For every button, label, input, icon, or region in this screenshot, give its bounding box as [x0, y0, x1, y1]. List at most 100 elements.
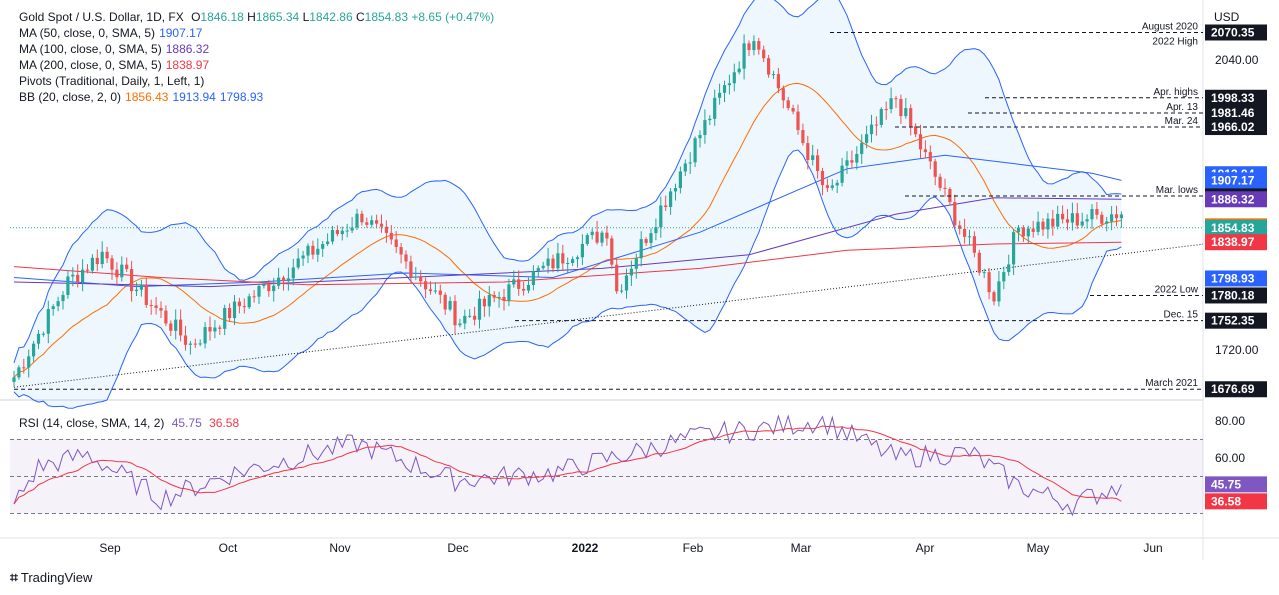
candle-body — [757, 41, 761, 50]
high-value: 1865.34 — [255, 10, 300, 24]
rsi-legend[interactable]: RSI (14, close, SMA, 14, 2) 45.75 36.58 — [19, 416, 239, 430]
candle — [1110, 206, 1114, 231]
candle-body — [316, 248, 320, 255]
open-label: O — [191, 10, 201, 24]
candle-body — [1119, 214, 1123, 219]
open-value: 1846.18 — [200, 10, 244, 24]
candle-body — [972, 236, 976, 253]
close-value: 1854.83 — [364, 10, 409, 24]
candle — [1046, 213, 1050, 239]
candle — [71, 267, 75, 287]
candle — [830, 179, 834, 191]
candle — [698, 130, 702, 148]
candle — [639, 231, 643, 267]
candle — [683, 159, 687, 177]
candle-body — [81, 269, 85, 283]
tradingview-logo-icon: ⌗ — [10, 569, 18, 585]
candle — [762, 45, 766, 63]
candle — [169, 320, 173, 337]
candle-body — [796, 111, 800, 131]
bollinger-basis-line — [13, 82, 1122, 378]
candle-body — [541, 265, 545, 269]
time-tick-label: Sep — [99, 541, 121, 555]
candle — [727, 74, 731, 95]
indicator-ma200[interactable]: MA (200, close, 0, SMA, 5) 1838.97 — [19, 57, 494, 73]
indicator-ma50[interactable]: MA (50, close, 0, SMA, 5) 1907.17 — [19, 25, 494, 41]
candle-body — [634, 258, 638, 269]
candle — [713, 89, 717, 126]
candle — [497, 291, 501, 308]
candle — [242, 298, 246, 314]
candle — [257, 284, 261, 305]
candle — [1007, 254, 1011, 276]
candle — [232, 295, 237, 326]
level-tag-box — [1205, 287, 1267, 304]
level-label: Mar. lows — [1156, 185, 1198, 196]
candle — [1085, 214, 1089, 229]
candle-body — [428, 289, 433, 292]
candle — [904, 97, 908, 119]
candle — [1051, 209, 1055, 236]
candle-body — [144, 284, 148, 305]
candle — [61, 291, 65, 310]
candle — [335, 225, 339, 237]
candle-body — [806, 143, 810, 160]
candle — [360, 210, 364, 226]
candle — [610, 235, 614, 269]
candle-body — [193, 343, 197, 345]
candle — [933, 158, 937, 186]
candle-body — [526, 285, 531, 291]
candle-body — [208, 327, 212, 332]
candle-body — [115, 269, 119, 278]
candle — [1065, 209, 1070, 231]
candle-body — [742, 43, 746, 69]
candle-body — [507, 284, 511, 301]
candle-body — [1041, 221, 1045, 230]
rsi-ma-value: 36.58 — [209, 416, 240, 430]
indicator-pivots[interactable]: Pivots (Traditional, Daily, 1, Left, 1) — [19, 73, 494, 89]
candle-body — [183, 335, 188, 345]
candle — [517, 270, 521, 296]
candle-body — [277, 277, 281, 286]
time-tick-label: Oct — [219, 541, 238, 555]
candle-body — [438, 290, 442, 295]
candle — [487, 285, 491, 317]
candle-body — [629, 268, 633, 276]
candle-body — [923, 149, 927, 153]
indicator-bb[interactable]: BB (20, close, 2, 0) 1856.43 1913.94 1798.9… — [19, 89, 494, 105]
candle-body — [424, 281, 428, 290]
axis-currency-label: USD — [1214, 10, 1240, 24]
candle-body — [286, 278, 290, 282]
candle — [771, 70, 776, 79]
candle-body — [105, 251, 109, 259]
candle-body — [693, 138, 697, 163]
candle-body — [1061, 213, 1065, 220]
candle — [277, 267, 281, 290]
symbol-line: Gold Spot / U.S. Dollar, 1D, FX O1846.18… — [19, 9, 494, 25]
tradingview-brand[interactable]: ⌗ TradingView — [10, 569, 92, 586]
candle-body — [1007, 264, 1011, 273]
candle — [144, 277, 148, 308]
candle-body — [306, 245, 310, 256]
candle — [419, 270, 423, 287]
candle-body — [1070, 213, 1074, 223]
candle-body — [904, 108, 908, 117]
candle-body — [575, 257, 580, 260]
candle — [615, 258, 619, 294]
candle — [923, 140, 927, 159]
indicator-label: BB (20, close, 2, 0) — [19, 90, 122, 104]
candle-body — [76, 274, 80, 283]
rsi-tag-box — [1205, 476, 1267, 493]
candle — [914, 123, 918, 138]
indicator-ma100[interactable]: MA (100, close, 0, SMA, 5) 1886.32 — [19, 41, 494, 57]
candle-body — [664, 205, 668, 207]
candle-body — [335, 229, 339, 235]
symbol-name: Gold Spot / U.S. Dollar, 1D, FX — [19, 10, 184, 24]
candle-body — [340, 230, 344, 235]
level-tag: 1966.02 — [1205, 119, 1267, 136]
candle-body — [130, 269, 134, 292]
candle-body — [840, 165, 844, 183]
candle-body — [154, 305, 158, 308]
candle — [943, 178, 947, 197]
